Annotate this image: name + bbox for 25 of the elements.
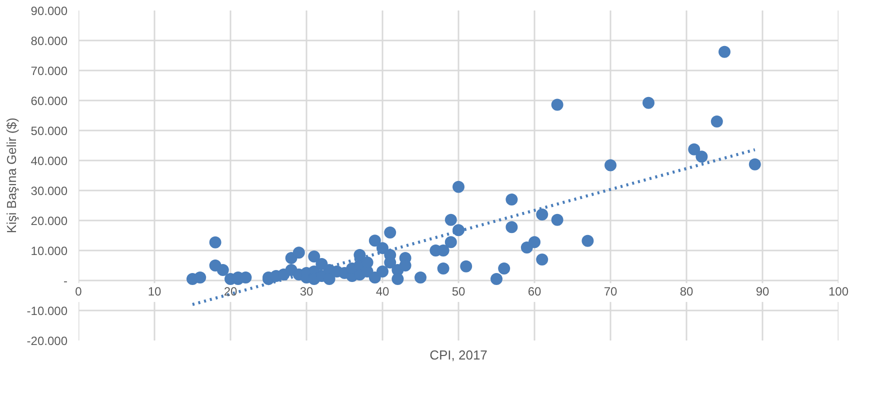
y-tick-label: 60.000 xyxy=(30,94,68,108)
x-tick-label: 90 xyxy=(756,284,770,298)
y-tick-label: 80.000 xyxy=(30,34,68,48)
y-tick-label: -20.000 xyxy=(26,334,68,348)
x-tick-label: 40 xyxy=(376,284,390,298)
x-axis-title: CPI, 2017 xyxy=(430,348,488,362)
y-tick-label: 20.000 xyxy=(30,214,68,228)
y-tick-label: 50.000 xyxy=(30,124,68,138)
y-tick-label: 70.000 xyxy=(30,64,68,78)
y-tick-label: 90.000 xyxy=(30,4,68,18)
x-tick-label: 30 xyxy=(300,284,314,298)
y-tick-label: 30.000 xyxy=(30,184,68,198)
y-tick-label: 10.000 xyxy=(30,244,68,258)
x-tick-label: 100 xyxy=(828,284,849,298)
y-tick-label: - xyxy=(64,274,68,288)
y-axis-title: Kişi Başına Gelir ($) xyxy=(4,118,19,234)
x-tick-label: 80 xyxy=(680,284,694,298)
x-tick-label: 20 xyxy=(224,284,238,298)
x-tick-label: 0 xyxy=(75,284,82,298)
x-tick-label: 50 xyxy=(452,284,466,298)
y-tick-label: 40.000 xyxy=(30,154,68,168)
x-tick-label: 60 xyxy=(528,284,542,298)
x-tick-label: 70 xyxy=(604,284,618,298)
x-tick-label: 10 xyxy=(148,284,162,298)
y-tick-label: -10.000 xyxy=(26,304,68,318)
